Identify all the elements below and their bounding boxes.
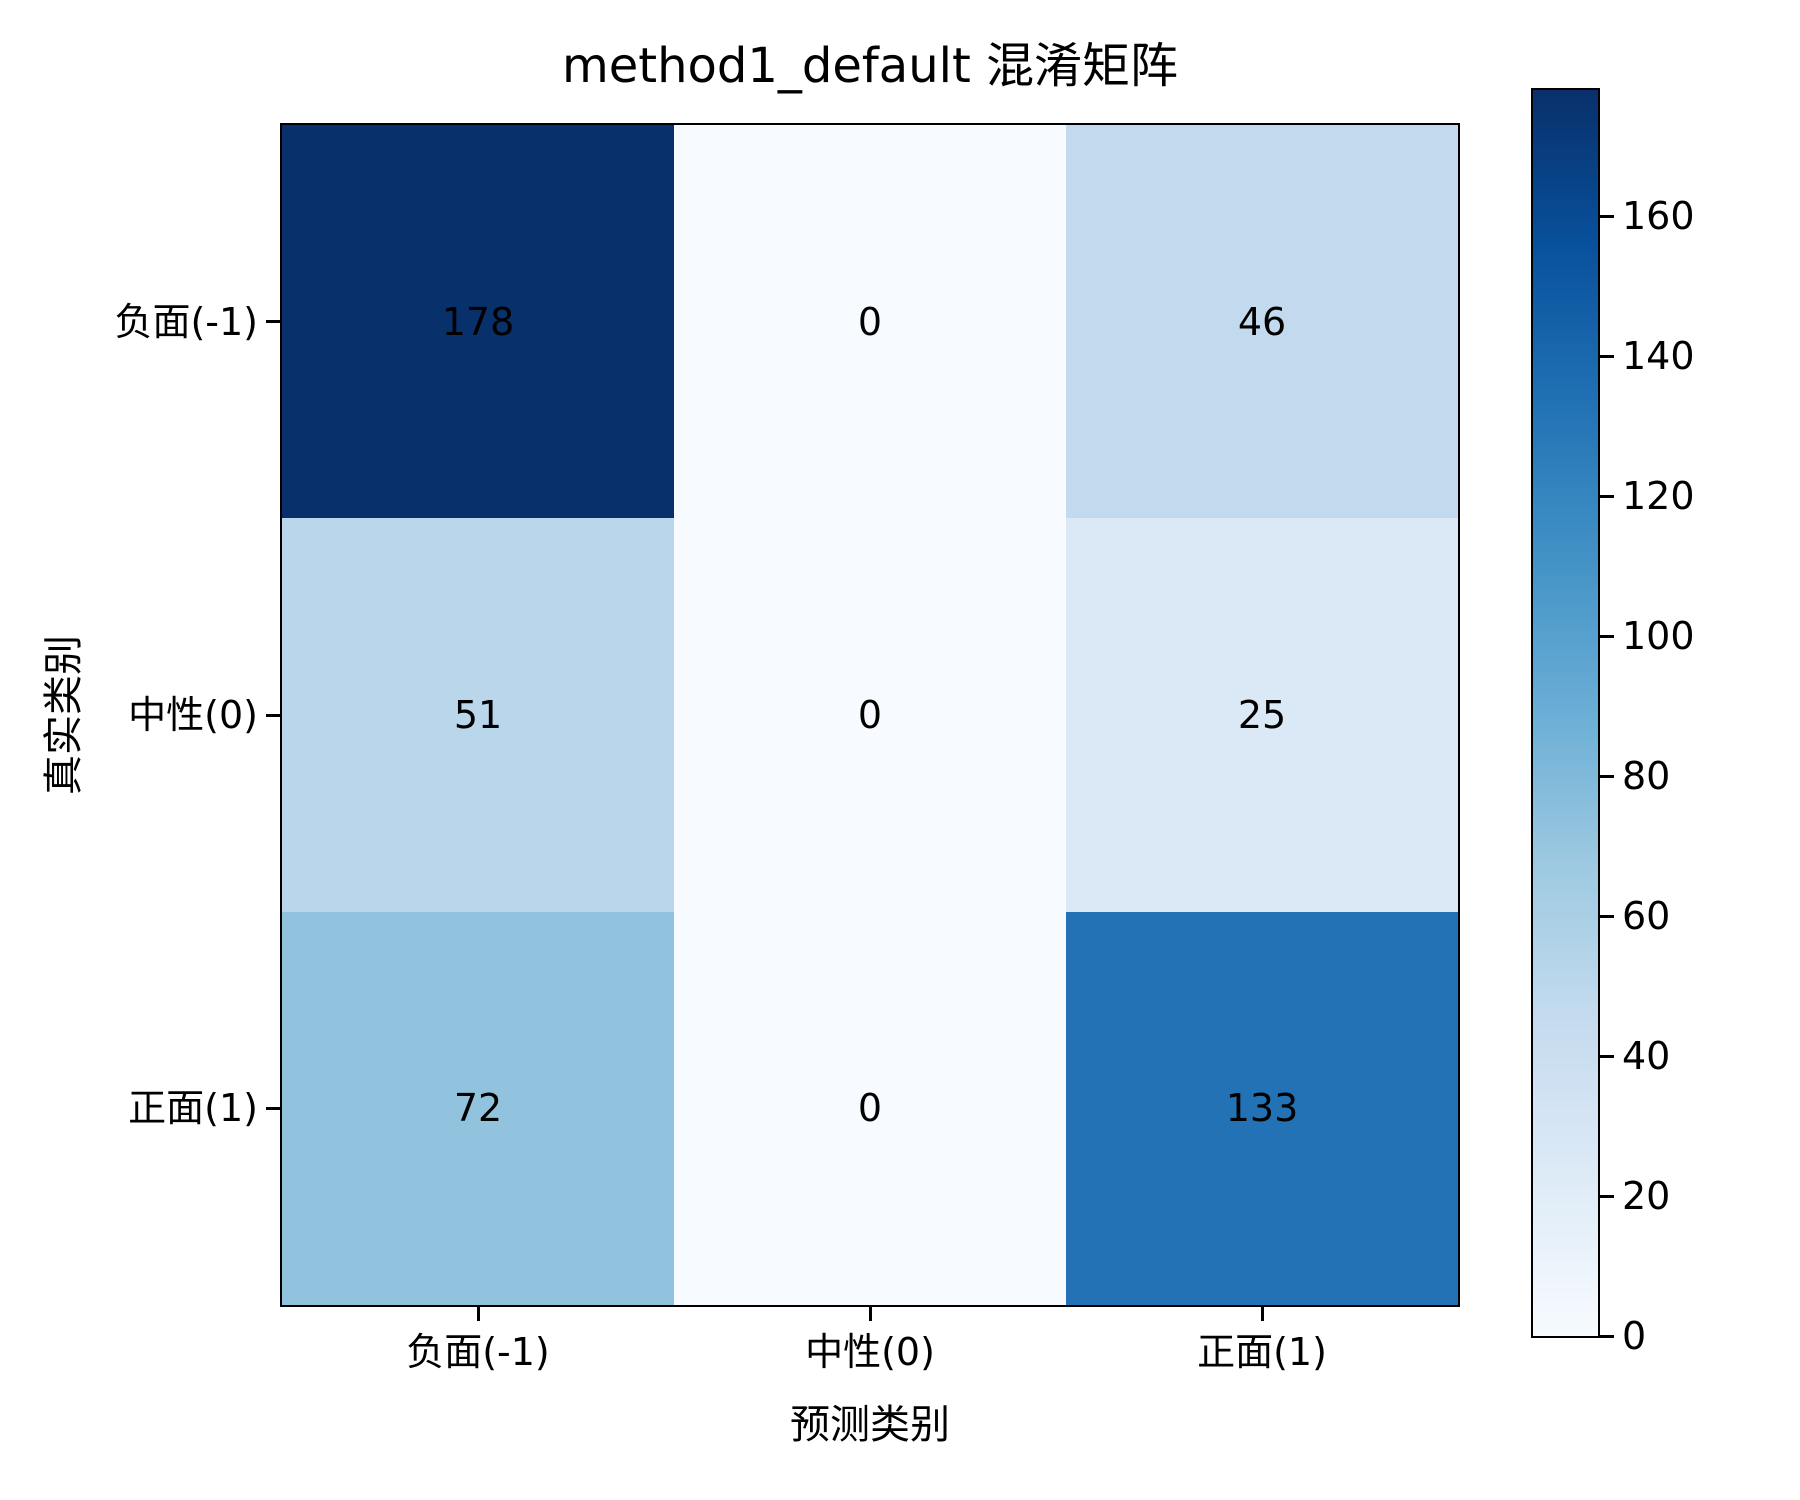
matrix-cell-value: 25 xyxy=(1237,692,1287,737)
y-tick-label: 正面(1) xyxy=(128,1086,258,1131)
colorbar-tick-mark xyxy=(1600,774,1614,778)
colorbar-tick-mark xyxy=(1600,1194,1614,1198)
x-tick-mark xyxy=(868,1307,872,1321)
y-tick-mark xyxy=(266,320,280,324)
matrix-cell-value: 46 xyxy=(1237,299,1287,344)
matrix-cell-r2c2: 133 xyxy=(1066,911,1458,1305)
colorbar-tick-label: 20 xyxy=(1622,1174,1671,1218)
colorbar-tick-mark xyxy=(1600,634,1614,638)
matrix-cell-value: 72 xyxy=(453,1086,503,1131)
y-tick-mark xyxy=(266,713,280,717)
colorbar-tick-label: 0 xyxy=(1622,1314,1647,1358)
matrix-cell-value: 0 xyxy=(857,692,883,737)
matrix-cell-r1c1: 0 xyxy=(674,518,1066,912)
y-tick-label: 负面(-1) xyxy=(114,299,258,344)
colorbar-tick-label: 40 xyxy=(1622,1034,1671,1078)
matrix-cell-r2c0: 72 xyxy=(282,911,674,1305)
colorbar-tick-label: 120 xyxy=(1622,474,1695,518)
matrix-cell-value: 178 xyxy=(441,299,515,344)
colorbar-tick-label: 140 xyxy=(1622,334,1695,378)
x-tick-label: 中性(0) xyxy=(805,1330,935,1374)
colorbar-tick-mark xyxy=(1600,1334,1614,1338)
matrix-cell-r1c2: 25 xyxy=(1066,518,1458,912)
colorbar-tick-label: 100 xyxy=(1622,614,1695,658)
colorbar xyxy=(1531,88,1600,1338)
x-tick-mark xyxy=(476,1307,480,1321)
colorbar-tick-mark xyxy=(1600,1054,1614,1058)
y-tick-label: 中性(0) xyxy=(128,693,258,737)
colorbar-tick-mark xyxy=(1600,214,1614,218)
matrix-cell-value: 0 xyxy=(857,1086,883,1131)
matrix-cell-value: 51 xyxy=(453,692,503,737)
colorbar-tick-mark xyxy=(1600,354,1614,358)
colorbar-tick-mark xyxy=(1600,494,1614,498)
y-tick-mark xyxy=(266,1106,280,1110)
matrix-cell-r1c0: 51 xyxy=(282,518,674,912)
matrix-cell-value: 0 xyxy=(857,299,883,344)
matrix-cell-value: 133 xyxy=(1225,1086,1299,1131)
colorbar-tick-label: 80 xyxy=(1622,754,1671,798)
heatmap-grid: 178 0 46 51 0 25 72 0 133 xyxy=(280,123,1460,1307)
chart-title: method1_default 混淆矩阵 xyxy=(561,38,1179,94)
colorbar-tick-label: 60 xyxy=(1622,894,1671,938)
matrix-cell-r0c2: 46 xyxy=(1066,125,1458,519)
x-tick-label: 负面(-1) xyxy=(406,1330,550,1374)
matrix-cell-r0c1: 0 xyxy=(674,125,1066,519)
colorbar-tick-label: 160 xyxy=(1622,194,1695,238)
x-axis-label: 预测类别 xyxy=(790,1402,950,1448)
x-tick-label: 正面(1) xyxy=(1197,1330,1327,1374)
colorbar-tick-mark xyxy=(1600,914,1614,918)
x-tick-mark xyxy=(1260,1307,1264,1321)
matrix-cell-r2c1: 0 xyxy=(674,911,1066,1305)
matrix-cell-r0c0: 178 xyxy=(282,125,674,519)
